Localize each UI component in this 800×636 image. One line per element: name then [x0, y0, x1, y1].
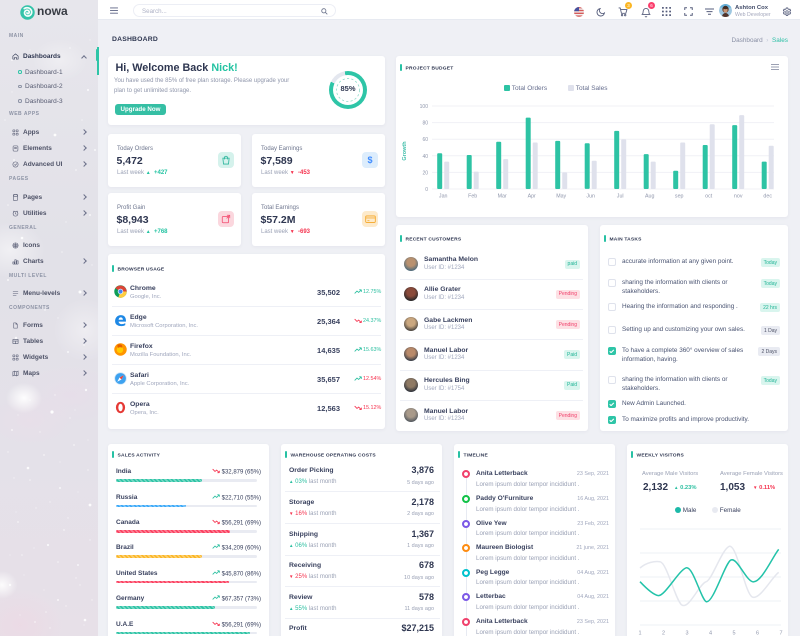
svg-text:dec: dec: [763, 194, 772, 200]
svg-text:3: 3: [685, 631, 688, 636]
svg-text:sep: sep: [675, 194, 684, 200]
svg-text:7: 7: [779, 631, 782, 636]
svg-text:nov: nov: [734, 194, 743, 200]
svg-text:oct: oct: [705, 194, 713, 200]
svg-text:5: 5: [732, 631, 735, 636]
svg-text:0: 0: [425, 187, 428, 193]
svg-text:Growth: Growth: [402, 141, 408, 161]
svg-text:60: 60: [422, 137, 428, 143]
svg-text:6: 6: [756, 631, 759, 636]
svg-text:40: 40: [422, 154, 428, 160]
svg-text:Jun: Jun: [586, 194, 595, 200]
svg-text:4: 4: [709, 631, 712, 636]
svg-text:Mar: Mar: [498, 194, 507, 200]
svg-text:Jul: Jul: [617, 194, 624, 200]
svg-text:Feb: Feb: [468, 194, 477, 200]
svg-text:Jan: Jan: [439, 194, 448, 200]
svg-text:80: 80: [422, 121, 428, 127]
svg-text:Apr: Apr: [528, 194, 536, 200]
svg-text:Aug: Aug: [645, 194, 654, 200]
svg-text:20: 20: [422, 170, 428, 176]
svg-text:1: 1: [638, 631, 641, 636]
svg-text:May: May: [556, 194, 566, 200]
svg-text:2: 2: [662, 631, 665, 636]
svg-text:100: 100: [420, 104, 429, 110]
